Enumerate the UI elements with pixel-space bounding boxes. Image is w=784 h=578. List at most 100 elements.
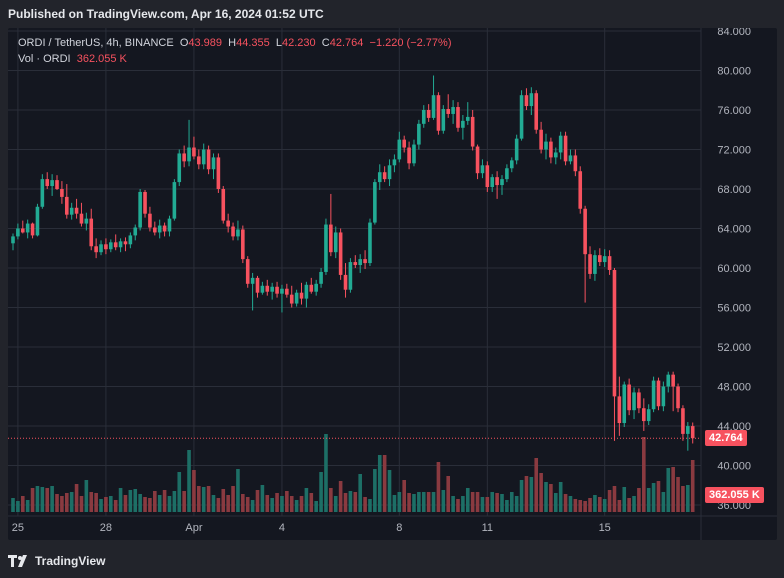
candle-body (338, 232, 343, 275)
change-value: −1.220 (−2.77%) (369, 37, 452, 49)
candle-body (241, 229, 245, 260)
candle-body (275, 286, 279, 294)
volume-bar (690, 460, 695, 512)
tradingview-logo-icon (8, 555, 27, 567)
candle-body (539, 129, 543, 150)
volume-bar (84, 480, 89, 512)
candle-body (143, 191, 147, 214)
legend-row-volume: Vol · ORDI 362.055 K (18, 51, 451, 67)
volume-bar (583, 501, 587, 512)
time-axis[interactable]: 25 28 Apr 4 8 11 15 (12, 522, 611, 534)
volume-bar (187, 450, 191, 512)
volume-bar (607, 490, 612, 512)
y-tick-label: 48.000 (717, 382, 751, 394)
symbol-label[interactable]: ORDI / TetherUS, 4h, BINANCE (18, 37, 174, 49)
candle-body (573, 155, 578, 172)
close-label: C (321, 37, 330, 49)
volume-bar (157, 495, 162, 512)
chart-frame[interactable]: 84.000 80.000 76.000 72.000 68.000 64.000 60.0… (8, 28, 777, 540)
candle-body (60, 189, 64, 197)
volume-bar (226, 495, 230, 512)
candle-body (148, 213, 152, 228)
volume-bar (363, 497, 367, 512)
volume-bar (285, 491, 289, 512)
volume-bar (216, 498, 221, 512)
low-label: L (275, 37, 283, 49)
volume-bar (598, 497, 602, 512)
candle-body (387, 165, 392, 180)
candle-body (377, 172, 382, 183)
volume-bar (465, 488, 470, 512)
volume-bar (324, 434, 328, 512)
volume-bar (128, 490, 133, 512)
candle-body (480, 165, 485, 174)
open-label: O (179, 37, 189, 49)
candle-body (89, 218, 94, 247)
volume-bar (681, 486, 685, 512)
candle-body (509, 160, 514, 169)
volume-bar (89, 492, 94, 512)
candle-body (465, 116, 470, 121)
candle-body (20, 228, 25, 233)
y-tick-label: 68.000 (717, 184, 751, 196)
footer-brand[interactable]: TradingView (8, 552, 105, 570)
volume-bar (40, 487, 45, 512)
volume-bar (495, 493, 499, 512)
candle-body (436, 95, 441, 131)
x-tick-label: 25 (12, 522, 24, 534)
candle-body (417, 123, 421, 145)
candle-body (280, 288, 284, 294)
grid (8, 28, 777, 540)
volume-bar (588, 498, 592, 512)
volume-bar (45, 488, 50, 512)
candle-body (30, 223, 35, 236)
candle-body (441, 109, 446, 131)
volume-bar (368, 499, 372, 512)
high-value: 44.355 (236, 37, 270, 49)
candle-body (55, 180, 59, 189)
volume-bar (197, 486, 201, 512)
candle-body (260, 285, 265, 293)
candle-body (392, 159, 397, 166)
volume-bar (373, 469, 377, 512)
candle-body (182, 153, 186, 162)
volume-bar (94, 493, 98, 512)
candle-body (319, 271, 323, 284)
volume-bar (612, 486, 617, 512)
volume-bar (329, 488, 333, 512)
volume-bars (11, 434, 695, 512)
volume-bar (35, 486, 40, 512)
legend-row-ohlc: ORDI / TetherUS, 4h, BINANCE O43.989 H44… (18, 35, 451, 51)
candlestick-chart[interactable]: 84.000 80.000 76.000 72.000 68.000 64.000 60.0… (8, 28, 777, 540)
volume-bar (509, 492, 514, 512)
candle-body (35, 206, 40, 236)
volume-bar (153, 491, 157, 512)
candle-body (690, 426, 695, 439)
candle-body (397, 139, 402, 160)
candle-body (485, 165, 490, 188)
volume-bar (573, 499, 578, 512)
candle-body (402, 139, 406, 148)
candle-body (578, 171, 583, 209)
candle-body (681, 408, 685, 434)
y-tick-label: 80.000 (717, 66, 751, 78)
candle-body (495, 177, 499, 186)
volume-bar (661, 492, 666, 512)
volume-bar (304, 488, 309, 512)
y-tick-label: 60.000 (717, 263, 751, 275)
candle-body (456, 107, 460, 128)
volume-bar (16, 501, 20, 512)
candle-body (74, 207, 79, 214)
candle-body (309, 284, 314, 292)
candle-body (651, 380, 656, 410)
volume-bar (651, 483, 656, 512)
y-tick-label: 72.000 (717, 145, 751, 157)
price-axis[interactable]: 84.000 80.000 76.000 72.000 68.000 64.000 60.0… (717, 28, 751, 512)
candle-body (236, 229, 240, 237)
published-text: Published on TradingView.com, Apr 16, 20… (8, 7, 324, 21)
volume-bar (299, 496, 304, 512)
volume-bar (514, 496, 519, 512)
candle-body (16, 228, 20, 237)
volume-label[interactable]: Vol · ORDI (18, 53, 71, 65)
volume-bar (343, 493, 348, 512)
